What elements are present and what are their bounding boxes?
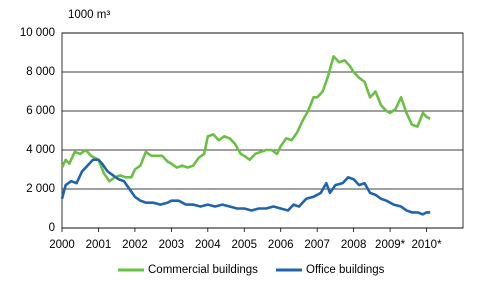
x-tick-label: 2010* — [412, 239, 443, 251]
legend-label: Commercial buildings — [148, 264, 258, 276]
x-tick-label: 2004 — [195, 239, 221, 251]
y-axis-label: 1000 m³ — [68, 9, 110, 21]
x-tick-label: 2003 — [159, 239, 185, 251]
y-tick-label: 10 000 — [20, 27, 55, 39]
x-tick-label: 2005 — [231, 239, 257, 251]
x-tick-label: 2001 — [86, 239, 112, 251]
x-tick-label: 2000 — [49, 239, 75, 251]
plot-frame — [61, 32, 464, 229]
y-tick-label: 2 000 — [26, 183, 55, 195]
x-tick-label: 2006 — [268, 239, 294, 251]
y-tick-label: 6 000 — [26, 105, 55, 117]
legend-label: Office buildings — [306, 264, 385, 276]
x-tick-label: 2009* — [375, 239, 406, 251]
y-tick-label: 4 000 — [26, 144, 55, 156]
series-line — [60, 55, 431, 183]
series-line — [60, 158, 431, 216]
x-tick-label: 2002 — [122, 239, 148, 251]
x-tick-label: 2007 — [304, 239, 330, 251]
y-tick-label: 0 — [49, 222, 55, 234]
y-tick-label: 8 000 — [26, 66, 55, 78]
x-tick-label: 2008 — [341, 239, 367, 251]
